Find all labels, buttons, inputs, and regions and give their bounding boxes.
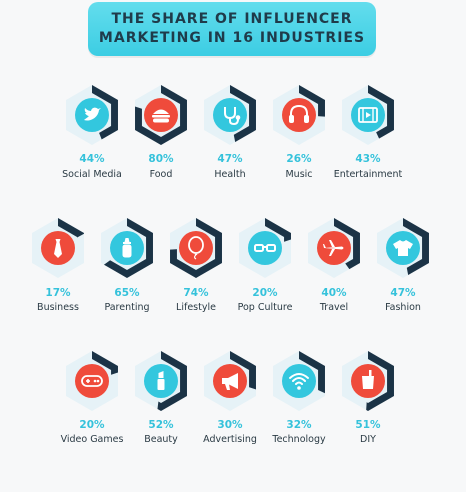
value-label: 51% xyxy=(355,419,381,431)
industry-advertising: 30% Advertising xyxy=(203,351,257,445)
baby-bottle-icon xyxy=(122,238,132,258)
value-wedge xyxy=(334,218,360,278)
category-label: Lifestyle xyxy=(176,302,216,313)
icon-circle xyxy=(213,98,247,132)
category-label: Entertainment xyxy=(334,169,403,180)
tie-icon xyxy=(54,239,62,258)
category-label: Beauty xyxy=(144,434,178,445)
category-label: Parenting xyxy=(104,302,149,313)
icon-circle xyxy=(282,98,316,132)
value-label: 74% xyxy=(183,287,209,299)
balloon-icon xyxy=(188,236,204,260)
icon-circle xyxy=(179,231,213,265)
value-label: 43% xyxy=(355,153,381,165)
wifi-icon xyxy=(289,373,309,390)
burger-icon xyxy=(152,109,170,123)
category-label: DIY xyxy=(360,434,376,445)
industry-technology: 32% Technology xyxy=(271,351,326,445)
category-label: Pop Culture xyxy=(238,302,293,313)
industry-business: 17% Business xyxy=(32,218,84,313)
industry-parenting: 65% Parenting xyxy=(101,218,153,313)
value-label: 20% xyxy=(79,419,105,431)
category-label: Social Media xyxy=(62,169,122,180)
value-wedge xyxy=(368,85,394,145)
film-icon xyxy=(358,107,378,123)
value-wedge xyxy=(403,218,429,278)
category-label: Travel xyxy=(319,302,348,313)
gamepad-icon xyxy=(81,375,103,387)
industry-entertainment: 43% Entertainment xyxy=(334,85,403,180)
category-label: Video Games xyxy=(61,434,124,445)
value-label: 52% xyxy=(148,419,174,431)
megaphone-icon xyxy=(222,373,238,390)
industry-fashion: 47% Fashion xyxy=(377,218,429,313)
title-line-1: THE SHARE OF INFLUENCER xyxy=(111,11,353,27)
industry-food: 80% Food xyxy=(135,85,187,180)
value-label: 44% xyxy=(79,153,105,165)
category-label: Business xyxy=(37,302,79,313)
value-label: 47% xyxy=(217,153,243,165)
industry-lifestyle: 74% Lifestyle xyxy=(170,218,222,313)
category-label: Technology xyxy=(271,434,326,445)
title-banner: THE SHARE OF INFLUENCER MARKETING IN 16 … xyxy=(88,2,376,56)
glasses-icon xyxy=(254,244,276,252)
industry-social-media: 44% Social Media xyxy=(62,85,122,180)
category-label: Food xyxy=(150,169,173,180)
category-label: Health xyxy=(214,169,245,180)
value-wedge xyxy=(230,85,256,145)
value-label: 20% xyxy=(252,287,278,299)
category-label: Fashion xyxy=(385,302,421,313)
industry-video-games: 20% Video Games xyxy=(61,351,124,445)
value-label: 40% xyxy=(321,287,347,299)
category-label: Advertising xyxy=(203,434,257,445)
tshirt-icon xyxy=(393,240,413,256)
twitter-icon xyxy=(84,107,101,121)
icon-circle xyxy=(75,364,109,398)
industry-pop-culture: 20% Pop Culture xyxy=(238,218,293,313)
headphones-icon xyxy=(289,104,309,123)
paint-bucket-icon xyxy=(362,370,374,389)
value-label: 17% xyxy=(45,287,71,299)
industry-music: 26% Music xyxy=(273,85,325,180)
value-label: 30% xyxy=(217,419,243,431)
industry-health: 47% Health xyxy=(204,85,256,180)
lipstick-icon xyxy=(157,371,165,390)
value-label: 26% xyxy=(286,153,312,165)
stethoscope-icon xyxy=(224,107,241,126)
category-label: Music xyxy=(285,169,312,180)
industry-diy: 51% DIY xyxy=(342,351,394,445)
icon-circle xyxy=(282,364,316,398)
value-label: 65% xyxy=(114,287,140,299)
value-wedge xyxy=(92,85,118,145)
industry-travel: 40% Travel xyxy=(308,218,360,313)
title-line-2: MARKETING IN 16 INDUSTRIES xyxy=(98,30,366,46)
value-label: 80% xyxy=(148,153,174,165)
industry-beauty: 52% Beauty xyxy=(135,351,187,445)
value-label: 47% xyxy=(390,287,416,299)
value-label: 32% xyxy=(286,419,312,431)
airplane-icon xyxy=(323,240,344,256)
